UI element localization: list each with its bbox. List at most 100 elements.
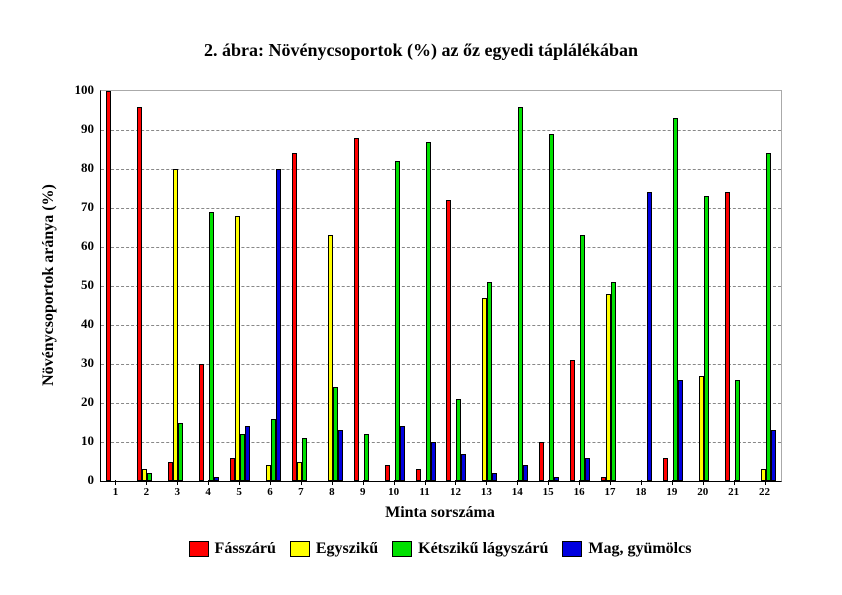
legend-swatch [392,541,412,557]
ytick-label: 10 [60,433,94,449]
xtick-label: 13 [481,486,492,498]
bar [276,169,281,481]
ytick-label: 90 [60,121,94,137]
bar [416,469,421,481]
ytick-label: 60 [60,238,94,254]
xtick-mark [301,480,302,485]
xtick-label: 10 [388,486,399,498]
ytick-label: 30 [60,355,94,371]
xtick-mark [208,480,209,485]
bar [338,430,343,481]
ytick-label: 70 [60,199,94,215]
bar [570,360,575,481]
ytick-label: 0 [60,472,94,488]
ytick-label: 20 [60,394,94,410]
bar [549,134,554,481]
xtick-mark [486,480,487,485]
bar [178,423,183,482]
xtick-label: 7 [298,486,304,498]
xtick-mark [734,480,735,485]
bar [426,142,431,481]
legend-label: Mag, gyümölcs [588,540,691,558]
xtick-mark [765,480,766,485]
xtick-mark [177,480,178,485]
xtick-label: 21 [728,486,739,498]
legend-item: Egyszikű [290,540,378,558]
bar [385,465,390,481]
legend-item: Mag, gyümölcs [562,540,691,558]
chart-title: 2. ábra: Növénycsoportok (%) az őz egyed… [0,40,842,61]
bar [647,192,652,481]
gridline [101,286,781,287]
ytick-label: 80 [60,160,94,176]
ytick-label: 50 [60,277,94,293]
xtick-mark [610,480,611,485]
xtick-mark [455,480,456,485]
bar [663,458,668,481]
xtick-label: 12 [450,486,461,498]
legend-swatch [189,541,209,557]
xtick-label: 1 [113,486,119,498]
gridline [101,247,781,248]
bar [704,196,709,481]
bar [400,426,405,481]
xtick-mark [425,480,426,485]
xtick-mark [548,480,549,485]
bar [735,380,740,481]
plot-area [100,90,782,482]
xtick-label: 2 [144,486,150,498]
xtick-label: 19 [666,486,677,498]
ytick-label: 40 [60,316,94,332]
legend-item: Fásszárú [189,540,276,558]
bar [611,282,616,481]
bar [446,200,451,481]
bar [354,138,359,481]
legend-item: Kétszikű lágyszárú [392,540,548,558]
xtick-label: 18 [635,486,646,498]
xtick-mark [239,480,240,485]
xtick-mark [363,480,364,485]
bar [147,473,152,481]
legend-swatch [290,541,310,557]
bar [245,426,250,481]
bar [487,282,492,481]
legend-swatch [562,541,582,557]
bar [199,364,204,481]
legend-label: Egyszikű [316,540,378,558]
xtick-mark [641,480,642,485]
gridline [101,208,781,209]
xtick-label: 14 [512,486,523,498]
y-axis-label: Növénycsoportok aránya (%) [40,90,58,480]
xtick-label: 6 [267,486,273,498]
xtick-mark [270,480,271,485]
ytick-label: 100 [60,82,94,98]
bar [431,442,436,481]
gridline [101,169,781,170]
xtick-label: 3 [175,486,181,498]
bar [725,192,730,481]
xtick-mark [517,480,518,485]
bar [678,380,683,481]
xtick-label: 8 [329,486,335,498]
bar [364,434,369,481]
xtick-mark [146,480,147,485]
xtick-mark [703,480,704,485]
bar [492,473,497,481]
gridline [101,130,781,131]
gridline [101,325,781,326]
xtick-label: 11 [419,486,429,498]
bar [585,458,590,481]
bar [539,442,544,481]
xtick-label: 22 [759,486,770,498]
bar [292,153,297,481]
xtick-label: 4 [205,486,211,498]
bar [523,465,528,481]
xtick-label: 9 [360,486,366,498]
xtick-label: 20 [697,486,708,498]
legend-label: Kétszikű lágyszárú [418,540,548,558]
legend-label: Fásszárú [215,540,276,558]
bar [554,477,559,481]
xtick-mark [672,480,673,485]
bar [302,438,307,481]
xtick-mark [332,480,333,485]
